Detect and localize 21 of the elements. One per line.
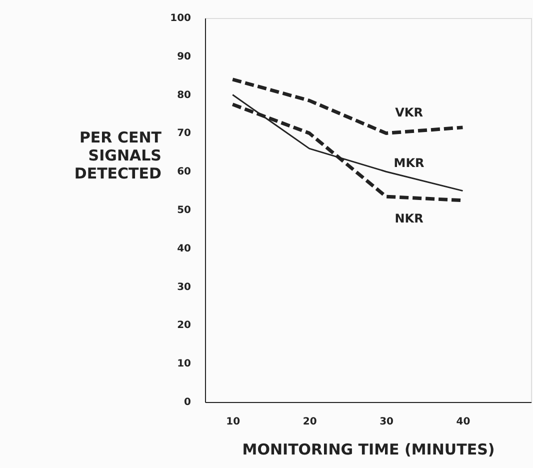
series-label: MKR bbox=[394, 156, 424, 170]
y-tick-label: 100 bbox=[170, 13, 192, 24]
y-axis-title: PER CENT SIGNALS DETECTED bbox=[74, 128, 162, 182]
x-tick-label: 30 bbox=[380, 416, 394, 428]
y-tick-label: 50 bbox=[177, 205, 192, 216]
series-label: NKR bbox=[394, 211, 424, 226]
x-tick-label: 10 bbox=[226, 416, 240, 428]
y-tick-label: 20 bbox=[177, 320, 192, 332]
line-series bbox=[230, 78, 464, 135]
x-tick-label: 20 bbox=[302, 416, 317, 428]
y-tick-label: 90 bbox=[177, 51, 192, 62]
y-tick-label: 10 bbox=[177, 358, 192, 370]
series-label: VKR bbox=[395, 105, 423, 120]
y-tick-label: 0 bbox=[184, 397, 192, 408]
x-tick-label: 40 bbox=[456, 416, 470, 428]
x-axis-title: MONITORING TIME (MINUTES) bbox=[242, 440, 495, 458]
y-tick-label: 40 bbox=[177, 243, 192, 254]
y-tick-label: 70 bbox=[177, 128, 192, 140]
y-tick-label: 60 bbox=[177, 166, 192, 178]
y-tick-label: 80 bbox=[177, 90, 192, 101]
y-tick-label: 30 bbox=[177, 282, 192, 293]
